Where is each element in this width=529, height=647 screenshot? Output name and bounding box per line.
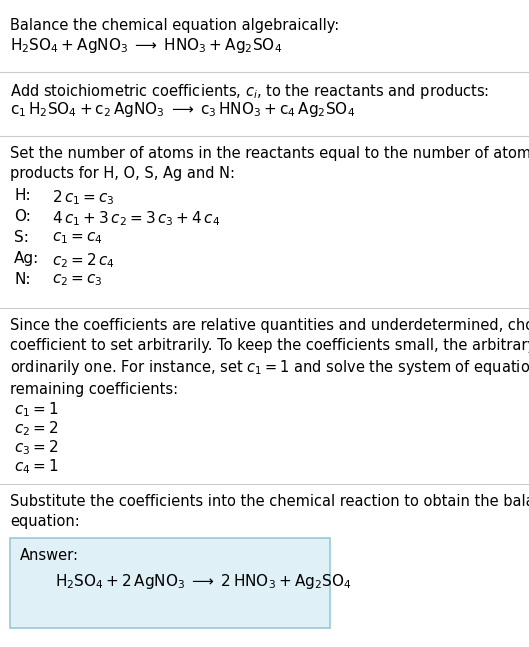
Text: Since the coefficients are relative quantities and underdetermined, choose a
coe: Since the coefficients are relative quan…	[10, 318, 529, 397]
Bar	[10, 538, 330, 628]
Text: $4\,c_1 + 3\,c_2 = 3\,c_3 + 4\,c_4$: $4\,c_1 + 3\,c_2 = 3\,c_3 + 4\,c_4$	[52, 209, 220, 228]
Text: Balance the chemical equation algebraically:: Balance the chemical equation algebraica…	[10, 18, 339, 33]
Text: $c_3 = 2$: $c_3 = 2$	[14, 438, 59, 457]
Text: Set the number of atoms in the reactants equal to the number of atoms in the
pro: Set the number of atoms in the reactants…	[10, 146, 529, 181]
Text: H:: H:	[14, 188, 31, 203]
Text: $\mathsf{H_2SO_4 + 2\,AgNO_3 \;\longrightarrow\; 2\,HNO_3 + Ag_2SO_4}$: $\mathsf{H_2SO_4 + 2\,AgNO_3 \;\longrigh…	[55, 572, 351, 591]
Text: $2\,c_1 = c_3$: $2\,c_1 = c_3$	[52, 188, 115, 206]
Text: $c_2 = c_3$: $c_2 = c_3$	[52, 272, 103, 288]
Text: $c_4 = 1$: $c_4 = 1$	[14, 457, 59, 476]
Text: N:: N:	[14, 272, 31, 287]
Text: $c_2 = 2\,c_4$: $c_2 = 2\,c_4$	[52, 251, 115, 270]
Text: $c_1 = 1$: $c_1 = 1$	[14, 400, 59, 419]
Text: $c_1 = c_4$: $c_1 = c_4$	[52, 230, 103, 246]
Text: $\mathsf{H_2SO_4 + AgNO_3 \;\longrightarrow\; HNO_3 + Ag_2SO_4}$: $\mathsf{H_2SO_4 + AgNO_3 \;\longrightar…	[10, 36, 282, 55]
Text: Substitute the coefficients into the chemical reaction to obtain the balanced
eq: Substitute the coefficients into the che…	[10, 494, 529, 529]
Text: Answer:: Answer:	[20, 548, 79, 563]
Text: S:: S:	[14, 230, 29, 245]
Text: Add stoichiometric coefficients, $c_i$, to the reactants and products:: Add stoichiometric coefficients, $c_i$, …	[10, 82, 489, 101]
Text: O:: O:	[14, 209, 31, 224]
Text: $\mathsf{c_1\, H_2SO_4 + c_2\, AgNO_3 \;\longrightarrow\; c_3\, HNO_3 + c_4\, Ag: $\mathsf{c_1\, H_2SO_4 + c_2\, AgNO_3 \;…	[10, 100, 355, 119]
Text: $c_2 = 2$: $c_2 = 2$	[14, 419, 59, 438]
Text: Ag:: Ag:	[14, 251, 39, 266]
